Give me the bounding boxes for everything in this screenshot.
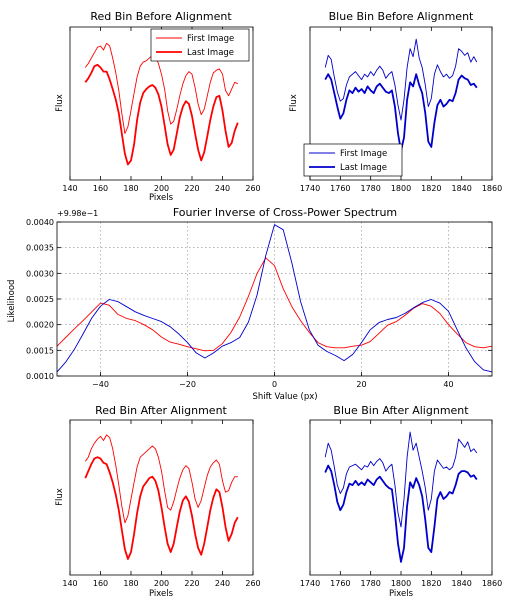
- y-tick-label: 0.0025: [26, 295, 54, 304]
- panel-title: Red Bin After Alignment: [95, 404, 227, 417]
- x-tick-label: 160: [93, 579, 108, 588]
- plot-area: 140 160 180 200 220 240 260: [62, 27, 261, 193]
- x-tick-label: 1840: [451, 184, 471, 193]
- x-tick-label: 1740: [300, 579, 320, 588]
- y-axis-label: Flux: [55, 94, 65, 112]
- x-tick-label: 1820: [421, 184, 441, 193]
- y-axis-label: Flux: [289, 94, 299, 112]
- x-tick-label: 1780: [360, 184, 380, 193]
- y-axis-label: Flux: [55, 488, 65, 506]
- last-image-line: [324, 464, 478, 563]
- x-tick-label: 260: [245, 184, 260, 193]
- x-tick-label: 1780: [360, 579, 380, 588]
- y-axis-label: Likelihood: [7, 280, 17, 323]
- legend-label-last-image: Last Image: [187, 48, 234, 58]
- series-0-line: [56, 257, 493, 352]
- x-tick-label: 240: [215, 579, 230, 588]
- first-image-line: [84, 434, 238, 524]
- y-tick-label: 0.0035: [26, 244, 54, 253]
- panel-title: Blue Bin Before Alignment: [329, 10, 474, 23]
- legend-box: [303, 143, 403, 177]
- x-tick-label: 140: [62, 579, 77, 588]
- first-image-line: [324, 431, 478, 528]
- x-tick-label: 1800: [391, 579, 411, 588]
- x-tick-label: 200: [154, 579, 169, 588]
- x-tick-label: 1820: [421, 579, 441, 588]
- x-tick-label: −20: [179, 380, 196, 389]
- legend-label-first-image: First Image: [187, 34, 234, 44]
- axes-frame: [309, 26, 493, 181]
- x-tick-label: 260: [245, 579, 260, 588]
- panel-blue-after: Blue Bin After Alignment Pixels 1740 1760…: [300, 404, 502, 599]
- plot-area: 140 160 180 200 220 240 260: [62, 420, 261, 588]
- legend: First Image Last Image: [303, 143, 403, 177]
- x-tick-label: 200: [154, 184, 169, 193]
- panel-red-before: Red Bin Before Alignment Pixels Flux 140…: [55, 10, 261, 203]
- axes-frame: [69, 26, 254, 181]
- x-tick-label: 240: [215, 184, 230, 193]
- last-image-line: [84, 63, 239, 166]
- first-image-line: [84, 42, 238, 134]
- x-tick-label: 1760: [330, 579, 350, 588]
- first-image-line: [324, 38, 478, 121]
- panel-red-after: Red Bin After Alignment Pixels Flux 140 1…: [55, 404, 261, 599]
- x-tick-label: 1740: [300, 184, 320, 193]
- x-tick-label: 180: [123, 184, 138, 193]
- panel-blue-before: Blue Bin Before Alignment Flux 1740 1760 1…: [289, 10, 502, 193]
- x-axis-label: Pixels: [149, 589, 174, 599]
- x-tick-label: 1760: [330, 184, 350, 193]
- x-axis-label: Pixels: [149, 193, 174, 203]
- x-tick-label: 1840: [451, 579, 471, 588]
- x-tick-label: 220: [184, 579, 199, 588]
- x-tick-label: 220: [184, 184, 199, 193]
- series-1-line: [56, 224, 493, 373]
- panel-title: Fourier Inverse of Cross-Power Spectrum: [173, 206, 397, 219]
- x-tick-label: 1800: [391, 184, 411, 193]
- panel-title: Red Bin Before Alignment: [90, 10, 232, 23]
- x-tick-label: −40: [92, 380, 109, 389]
- x-tick-label: 1860: [482, 184, 502, 193]
- x-axis-label: Pixels: [389, 589, 414, 599]
- x-tick-label: 1860: [482, 579, 502, 588]
- axes-frame: [309, 419, 493, 576]
- x-tick-label: 20: [356, 380, 366, 389]
- x-tick-label: 180: [123, 579, 138, 588]
- legend-label-first-image: First Image: [340, 149, 387, 159]
- panel-cross-power: Fourier Inverse of Cross-Power Spectrum …: [7, 206, 493, 402]
- x-tick-label: 140: [62, 184, 77, 193]
- y-tick-label: 0.0040: [26, 218, 54, 227]
- legend-label-last-image: Last Image: [340, 163, 387, 173]
- last-image-line: [84, 456, 239, 560]
- legend: First Image Last Image: [150, 28, 250, 62]
- legend-box: [150, 28, 250, 62]
- x-tick-label: 40: [443, 380, 453, 389]
- plot-area: −40 −20 0 20 40 0.0010 0.0015 0.0020 0.0025 0.003…: [26, 218, 493, 389]
- axes-frame: [56, 221, 493, 377]
- y-tick-label: 0.0010: [26, 372, 54, 381]
- panel-title: Blue Bin After Alignment: [333, 404, 469, 417]
- last-image-line: [324, 73, 478, 152]
- axes-frame: [69, 419, 254, 576]
- x-tick-label: 0: [272, 380, 277, 389]
- x-axis-label: Shift Value (px): [252, 392, 317, 402]
- y-offset-label: +9.98e−1: [57, 209, 98, 218]
- y-tick-label: 0.0020: [26, 321, 54, 330]
- y-tick-label: 0.0030: [26, 269, 54, 278]
- y-tick-label: 0.0015: [26, 346, 54, 355]
- plot-area: 1740 1760 1780 1800 1820 1840 1860: [300, 420, 502, 588]
- x-tick-label: 160: [93, 184, 108, 193]
